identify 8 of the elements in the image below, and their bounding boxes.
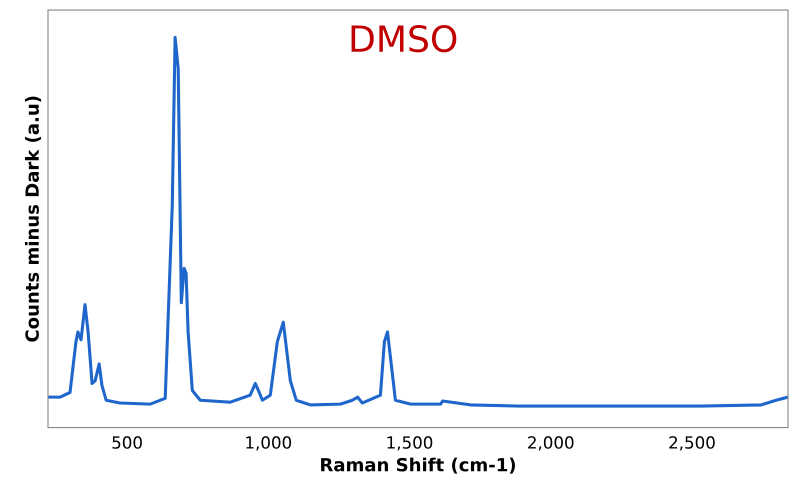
x-tick-label: 500 (112, 436, 142, 449)
x-tick-label: 2,000 (528, 436, 574, 450)
annotation: DMSO (352, 25, 456, 52)
x-tick-label: 2,500 (669, 436, 715, 450)
y-axis-title: Counts minus Dark (a.u) (24, 96, 42, 342)
x-tick-label: 1,000 (246, 436, 292, 450)
x-tick-label: 1,500 (388, 436, 432, 450)
x-axis-title: Raman Shift (cm-1) (321, 458, 516, 474)
